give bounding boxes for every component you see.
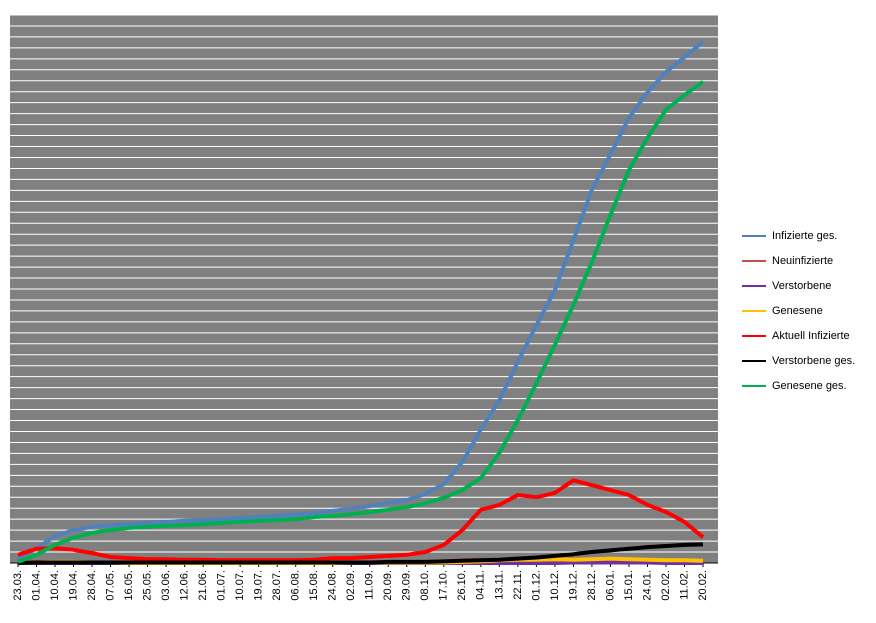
x-tick-label: 28.07. <box>271 570 283 601</box>
x-tick-label: 15.08. <box>308 570 320 601</box>
x-tick-label: 02.02. <box>660 570 672 601</box>
x-tick-label: 23.03. <box>12 570 24 601</box>
legend-label: Verstorbene <box>772 280 831 292</box>
x-tick-label: 25.05. <box>142 570 154 601</box>
legend-label: Verstorbene ges. <box>772 355 855 367</box>
x-tick-label: 04.11. <box>475 570 487 600</box>
x-tick-label: 24.01. <box>641 570 653 601</box>
x-tick-label: 20.09. <box>382 570 394 601</box>
x-tick-label: 06.01. <box>604 570 616 601</box>
series-line <box>17 40 705 560</box>
legend-label: Infizierte ges. <box>772 230 837 242</box>
series-line <box>17 478 705 563</box>
x-tick-label: 12.06. <box>179 570 191 601</box>
x-tick-label: 01.04. <box>30 570 42 601</box>
x-tick-label: 16.05. <box>123 570 135 601</box>
x-tick-label: 06.08. <box>290 570 302 601</box>
x-tick-label: 01.07. <box>216 570 228 601</box>
x-tick-label: 17.10. <box>438 570 450 601</box>
x-tick-label: 10.07. <box>234 570 246 601</box>
x-tick-label: 26.10. <box>456 570 468 601</box>
x-tick-label: 13.11. <box>493 570 505 600</box>
legend-label: Genesene <box>772 305 823 317</box>
x-tick-label: 20.02. <box>697 570 709 601</box>
x-tick-label: 07.05. <box>104 570 116 601</box>
x-tick-label: 02.09. <box>345 570 357 601</box>
x-tick-label: 10.04. <box>49 570 61 601</box>
x-tick-label: 01.12. <box>530 570 542 601</box>
x-tick-label: 11.09. <box>364 570 376 600</box>
x-tick-label: 19.12. <box>567 570 579 601</box>
x-tick-label: 24.08. <box>327 570 339 601</box>
x-tick-label: 28.04. <box>86 570 98 601</box>
x-tick-label: 29.09. <box>401 570 413 601</box>
x-tick-label: 19.07. <box>253 570 265 601</box>
x-tick-label: 28.12. <box>586 570 598 601</box>
series-line <box>17 542 704 565</box>
x-tick-label: 22.11. <box>512 570 524 600</box>
x-tick-label: 08.10. <box>419 570 431 601</box>
x-tick-label: 19.04. <box>67 570 79 601</box>
x-tick-label: 11.02. <box>678 570 690 600</box>
legend-label: Neuinfizierte <box>772 255 833 267</box>
x-tick-label: 15.01. <box>623 570 635 601</box>
x-tick-label: 10.12. <box>549 570 561 601</box>
legend-label: Genesene ges. <box>772 380 847 392</box>
series-line <box>17 80 705 564</box>
legend-label: Aktuell Infizierte <box>772 330 850 342</box>
x-tick-label: 03.06. <box>160 570 172 601</box>
x-tick-label: 21.06. <box>197 570 209 601</box>
